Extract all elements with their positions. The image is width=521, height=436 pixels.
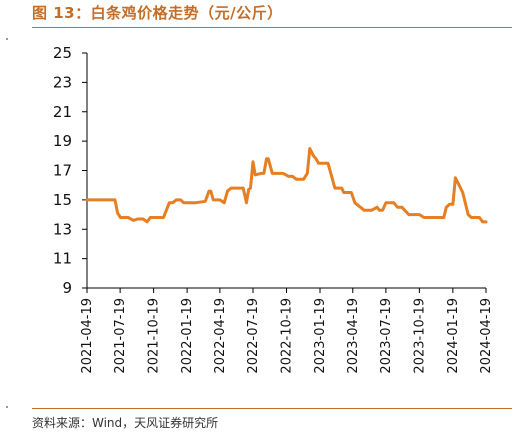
y-tick-label: 21	[53, 103, 72, 121]
x-tick-label: 2023-10-19	[412, 298, 427, 374]
x-tick-label: 2022-04-19	[213, 298, 228, 374]
corner-dot	[6, 406, 8, 408]
x-tick-label: 2022-10-19	[280, 298, 295, 374]
x-tick-label: 2023-07-19	[379, 298, 394, 374]
y-tick-label: 13	[53, 220, 72, 238]
title-divider	[32, 27, 512, 28]
plot-area	[85, 147, 488, 224]
x-tick-label: 2021-07-19	[113, 298, 128, 374]
y-tick-label: 17	[53, 162, 72, 180]
chart-axes: 9 11 13 15 17 19 21 23 25 2021-04-19 2021-07-19 202…	[53, 44, 494, 374]
x-tick-label: 2022-01-19	[180, 298, 195, 374]
corner-dot	[6, 38, 8, 40]
x-tick-label: 2024-04-19	[479, 298, 494, 374]
chart-title: 图 13：白条鸡价格走势（元/公斤）	[32, 4, 283, 22]
y-tick-label: 9	[62, 279, 72, 297]
y-tick-label: 19	[53, 132, 72, 150]
x-tick-label: 2021-10-19	[147, 298, 162, 374]
price-series-line	[85, 147, 488, 224]
x-tick-label: 2023-04-19	[346, 298, 361, 374]
source-divider	[32, 408, 512, 409]
source-note: 资料来源：Wind，天风证券研究所	[32, 416, 219, 430]
x-tick-label: 2024-01-19	[446, 298, 461, 374]
y-tick-label: 15	[53, 191, 72, 209]
x-tick-label: 2023-01-19	[313, 298, 328, 374]
y-tick-label: 25	[53, 44, 72, 62]
y-tick-label: 11	[53, 250, 72, 268]
y-tick-label: 23	[53, 73, 72, 91]
x-tick-label: 2021-04-19	[80, 298, 95, 374]
x-tick-label: 2022-07-19	[246, 298, 261, 374]
